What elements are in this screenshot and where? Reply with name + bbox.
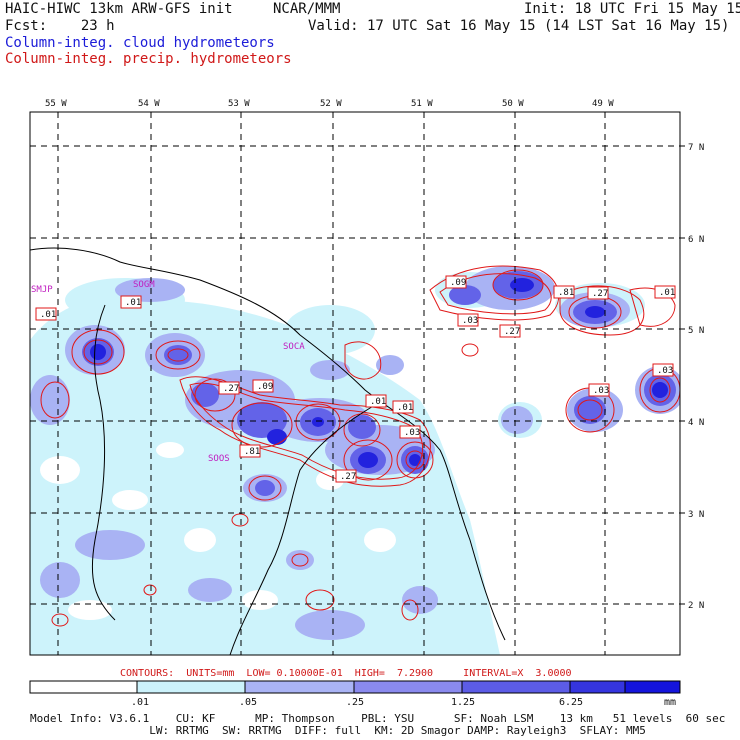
svg-text:.81: .81 (558, 288, 574, 298)
lon-label: 49 W (592, 99, 614, 109)
model-info-line1: Model Info: V3.6.1 CU: KF MP: Thompson P… (30, 712, 726, 725)
station-label: SOGM (133, 280, 155, 290)
lat-label: 2 N (688, 601, 704, 611)
colorbar-swatch (353, 680, 463, 694)
svg-text:.03: .03 (593, 386, 609, 396)
station-label: SOOS (208, 454, 230, 464)
colorbar-label: .01 (131, 697, 149, 708)
contour-label-boxes: .09 .81 .27 .01 .03 .27 .01 .27 .09 .01 … (35, 275, 676, 483)
lat-label: 3 N (688, 510, 704, 520)
model-title: HAIC-HIWC 13km ARW-GFS init (5, 1, 233, 17)
lon-labels: 55 W 54 W 53 W 52 W 51 W 50 W 49 W (45, 99, 614, 109)
svg-text:.03: .03 (657, 366, 673, 376)
contour-label: .03 (652, 363, 674, 377)
field-cloud-label: Column-integ. cloud hydrometeors (5, 35, 275, 51)
colorbar-swatch (29, 680, 138, 694)
cloud-gaps (40, 442, 396, 620)
svg-text:.27: .27 (504, 327, 520, 337)
lat-label: 7 N (688, 143, 704, 153)
init-time: Init: 18 UTC Fri 15 May 15 (524, 1, 740, 17)
svg-text:.01: .01 (125, 298, 141, 308)
svg-text:.27: .27 (340, 472, 356, 482)
lon-label: 55 W (45, 99, 67, 109)
svg-text:.09: .09 (450, 278, 466, 288)
lon-label: 51 W (411, 99, 433, 109)
cloud-field-core (90, 278, 668, 468)
lon-label: 53 W (228, 99, 250, 109)
latlon-grid (30, 112, 680, 655)
lat-label: 6 N (688, 235, 704, 245)
field-precip-label: Column-integ. precip. hydrometeors (5, 51, 292, 67)
colorbar-swatch (244, 680, 355, 694)
contour-label: .81 (553, 285, 575, 299)
svg-text:.03: .03 (462, 316, 478, 326)
svg-text:.81: .81 (244, 447, 260, 457)
colorbar-label: .25 (346, 697, 364, 708)
contour-label: .27 (218, 381, 240, 395)
colorbar-swatch (624, 680, 681, 694)
svg-text:.01: .01 (397, 403, 413, 413)
contour-label: .01 (654, 285, 676, 299)
colorbar-swatch (136, 680, 246, 694)
org-label: NCAR/MMM (273, 1, 341, 17)
contour-label: .01 (365, 394, 387, 408)
contour-info: CONTOURS: UNITS=mm LOW= 0.10000E-01 HIGH… (120, 668, 572, 679)
station-label: SOCA (283, 342, 305, 352)
precip-contours (40, 265, 680, 627)
contour-label: .01 (35, 307, 57, 321)
colorbar: .01 .05 .25 1.25 6.25 mm (29, 680, 681, 708)
coastline (30, 247, 506, 655)
svg-text:.27: .27 (223, 384, 239, 394)
contour-label: .03 (457, 313, 479, 327)
svg-text:.09: .09 (257, 382, 273, 392)
model-info-line2: LW: RRTMG SW: RRTMG DIFF: full KM: 2D Sm… (30, 724, 646, 737)
colorbar-unit: mm (664, 697, 676, 708)
contour-label: .27 (499, 324, 521, 338)
contour-label: .01 (120, 295, 142, 309)
lat-labels: 7 N 6 N 5 N 4 N 3 N 2 N (688, 143, 704, 611)
svg-text:.01: .01 (659, 288, 675, 298)
lat-ticks (680, 145, 685, 605)
lat-label: 4 N (688, 418, 704, 428)
svg-text:.03: .03 (404, 428, 420, 438)
colorbar-label: .05 (239, 697, 257, 708)
contour-label: .09 (445, 275, 467, 289)
forecast-hour: Fcst: 23 h (5, 18, 115, 34)
station-labels: SMJP SOGM SOCA SOOS (31, 280, 305, 464)
contour-label: .03 (399, 425, 421, 439)
colorbar-label: 6.25 (559, 697, 583, 708)
contour-label: .09 (252, 379, 274, 393)
contour-label: .01 (392, 400, 414, 414)
valid-time: Valid: 17 UTC Sat 16 May 15 (14 LST Sat … (308, 18, 730, 34)
contour-label: .27 (335, 469, 357, 483)
svg-text:.01: .01 (40, 310, 56, 320)
contour-label: .03 (588, 383, 610, 397)
lon-label: 54 W (138, 99, 160, 109)
colorbar-label: 1.25 (451, 697, 475, 708)
lon-label: 50 W (502, 99, 524, 109)
colorbar-swatch (461, 680, 571, 694)
contour-label: .27 (587, 286, 609, 300)
lat-label: 5 N (688, 326, 704, 336)
map-field: .09 .81 .27 .01 .03 .27 .01 .27 .09 .01 … (30, 112, 680, 655)
station-label: SMJP (31, 285, 53, 295)
svg-text:.27: .27 (592, 289, 608, 299)
map-frame (29, 111, 681, 656)
lon-label: 52 W (320, 99, 342, 109)
contour-label: .81 (239, 444, 261, 458)
svg-text:.01: .01 (370, 397, 386, 407)
colorbar-swatch (569, 680, 626, 694)
